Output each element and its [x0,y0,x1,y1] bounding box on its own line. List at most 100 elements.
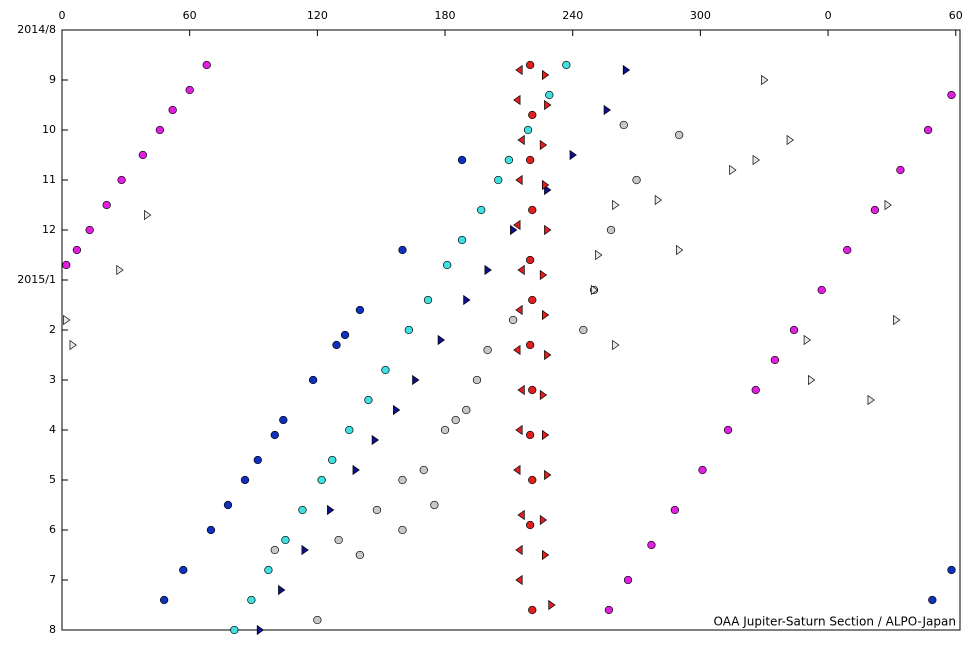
x-tick-label: 60 [949,9,963,22]
point [528,605,537,615]
point [355,305,365,315]
point [541,549,550,561]
point [545,90,554,100]
point [440,425,450,435]
point [674,130,684,140]
point [517,134,525,146]
point [270,545,279,555]
point [526,340,535,350]
point [515,304,523,316]
point [144,209,152,221]
point [544,224,552,236]
x-tick-label: 300 [690,9,711,22]
point [179,565,188,575]
point [539,514,548,526]
point [398,525,407,535]
point [419,465,428,475]
point [526,520,535,530]
point [298,505,307,515]
point [393,404,401,416]
point [528,205,537,215]
point [404,325,414,335]
point [334,535,343,545]
point [513,94,521,106]
point [72,245,82,255]
point [332,340,341,350]
point [539,269,548,281]
point [884,199,892,211]
point [612,199,620,211]
y-tick-label: 11 [42,173,56,186]
x-tick-label: 0 [59,9,66,22]
point [443,260,452,270]
point [612,339,620,351]
point [623,575,633,585]
point [569,149,577,161]
y-tick-label: 4 [49,423,56,436]
point [595,249,603,261]
point [430,500,439,510]
y-tick-label: 2014/8 [17,23,56,36]
point [896,165,905,175]
x-tick-label: 180 [435,9,456,22]
y-tick-label: 3 [49,373,56,386]
point [270,430,279,440]
point [412,374,420,386]
point [159,595,169,605]
point [698,465,707,475]
point [539,139,548,151]
point [364,395,373,405]
point [352,464,360,476]
point [477,205,486,215]
point [579,325,588,335]
point [264,565,273,575]
point [513,344,521,356]
point [308,375,318,385]
point [256,624,265,636]
point [807,374,816,386]
point [472,375,482,385]
point [240,475,250,485]
point [513,219,521,231]
point [317,475,326,485]
point [544,469,552,481]
point [670,505,680,515]
point [508,315,518,325]
point [517,264,525,276]
point [786,134,794,146]
point [185,85,194,95]
point [494,175,503,185]
y-tick-label: 5 [49,473,56,486]
y-tick-label: 2015/1 [17,273,56,286]
point [867,394,875,406]
point [513,464,521,476]
point [278,584,286,596]
plot-area [61,29,961,631]
point [562,60,571,70]
point [528,385,537,395]
point [729,164,737,176]
point [548,599,556,611]
point [138,150,148,160]
y-tick-label: 6 [49,523,56,536]
point [622,64,631,76]
point [230,625,239,635]
point [893,314,901,326]
point [606,225,616,235]
point [526,255,535,265]
point [632,175,641,185]
x-tick-label: 120 [307,9,328,22]
point [541,69,550,81]
point [676,244,684,256]
point [398,475,407,485]
point [515,424,523,436]
point [528,110,537,120]
point [117,175,126,185]
point [843,245,852,255]
point [817,285,826,295]
point [515,574,523,586]
point [372,505,382,515]
point [301,544,309,556]
point [761,74,769,86]
